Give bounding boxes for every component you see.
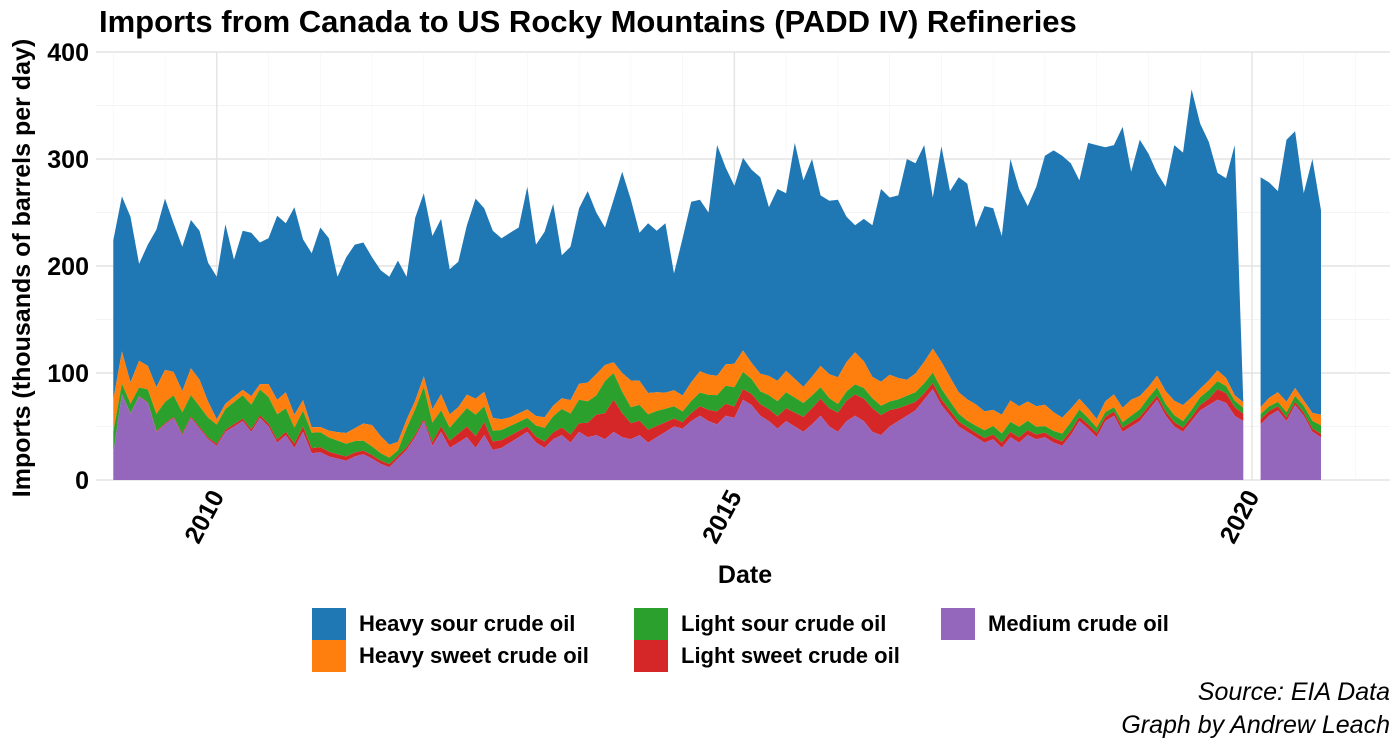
legend-label: Light sweet crude oil	[681, 643, 900, 668]
legend-swatch	[634, 608, 668, 640]
x-tick-label: 2010	[179, 486, 230, 548]
area-heavy-sweet-crude-oil	[1260, 387, 1321, 426]
area-heavy-sour-crude-oil	[1260, 131, 1321, 415]
legend-item: Light sweet crude oil	[634, 640, 941, 672]
legend-item: Heavy sweet crude oil	[312, 640, 634, 672]
caption: Source: EIA Data Graph by Andrew Leach	[1121, 676, 1390, 742]
legend-item: Light sour crude oil	[634, 608, 941, 640]
legend: Heavy sour crude oil Light sour crude oil…	[312, 608, 1201, 672]
author-credit: Graph by Andrew Leach	[1121, 711, 1390, 739]
area-heavy-sweet-crude-oil	[113, 348, 1244, 458]
y-tick-label: 200	[47, 253, 89, 281]
y-axis-title: Imports (thousands of barrels per day)	[8, 39, 36, 497]
legend-swatch	[312, 608, 346, 640]
area-medium-crude-oil	[1260, 405, 1321, 480]
y-tick-label: 400	[47, 39, 89, 67]
legend-swatch	[312, 640, 346, 672]
legend-swatch	[634, 640, 668, 672]
x-tick-label: 2020	[1214, 486, 1265, 548]
area-light-sweet-crude-oil	[1260, 401, 1321, 438]
legend-item: Medium crude oil	[941, 608, 1201, 640]
legend-item: Heavy sour crude oil	[312, 608, 634, 640]
legend-label: Medium crude oil	[988, 611, 1169, 636]
area-light-sour-crude-oil	[113, 371, 1244, 465]
legend-swatch	[941, 608, 975, 640]
area-light-sour-crude-oil	[1260, 395, 1321, 434]
legend-label: Heavy sour crude oil	[359, 611, 576, 636]
legend-label: Light sour crude oil	[681, 611, 887, 636]
area-medium-crude-oil	[113, 389, 1244, 480]
chart-title: Imports from Canada to US Rocky Mountain…	[99, 4, 1077, 39]
legend-label: Heavy sweet crude oil	[359, 643, 589, 668]
y-tick-label: 300	[47, 146, 89, 174]
x-tick-label: 2015	[697, 486, 748, 548]
area-heavy-sour-crude-oil	[113, 89, 1244, 445]
y-tick-label: 100	[47, 360, 89, 388]
y-tick-label: 0	[75, 467, 89, 495]
stacked-areas	[113, 89, 1321, 480]
chart-plot: 0 100 200 300 400 2010 2015 2020 Date Imports (…	[8, 39, 1390, 589]
source-note: Source: EIA Data	[1197, 678, 1390, 706]
x-axis-title: Date	[718, 561, 772, 589]
area-light-sweet-crude-oil	[113, 383, 1244, 468]
